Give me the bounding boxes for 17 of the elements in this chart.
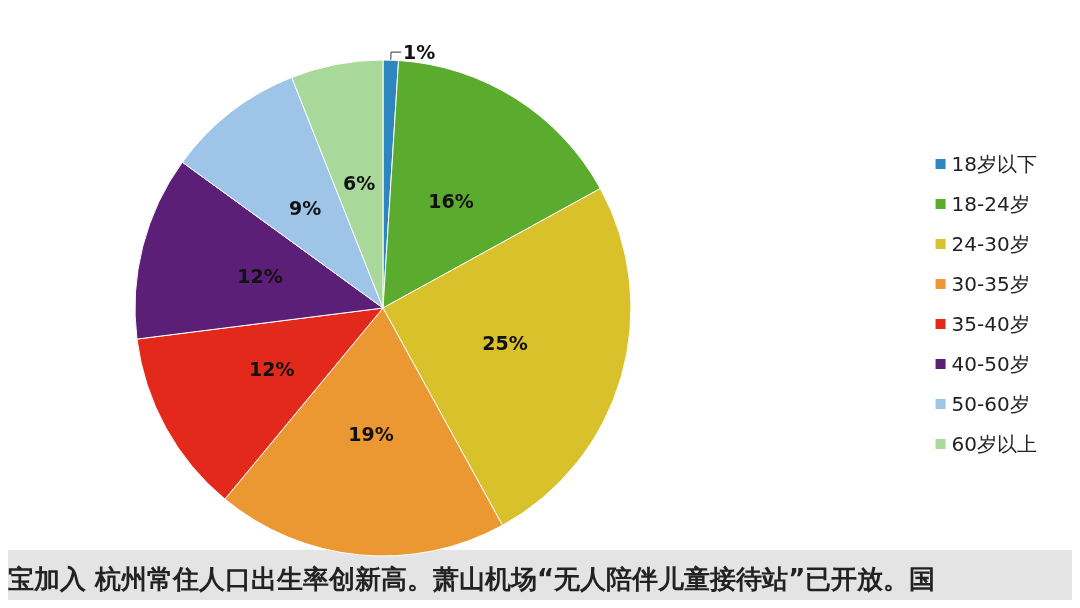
data-label: 6% [343,172,376,195]
legend-label: 40-50岁 [951,352,1030,376]
data-label: 1% [403,41,436,64]
data-label: 25% [482,332,528,355]
legend-label: 50-60岁 [951,392,1030,416]
data-label: 19% [348,423,394,446]
legend-label: 30-35岁 [951,272,1030,296]
data-label: 9% [289,196,322,219]
data-label: 16% [428,189,474,212]
data-label: 12% [248,358,295,381]
data-label: 12% [237,265,283,288]
legend-label: 60岁以上 [951,432,1037,456]
legend-label: 35-40岁 [951,312,1030,336]
legend-label: 18岁以下 [951,152,1037,176]
text: 宝加入 杭州常住人口出生率创新高。萧山机场“无人陪伴儿童接待站”已开放。国 [8,564,936,594]
legend-label: 24-30岁 [951,232,1030,256]
legend-label: 18-24岁 [951,192,1030,216]
